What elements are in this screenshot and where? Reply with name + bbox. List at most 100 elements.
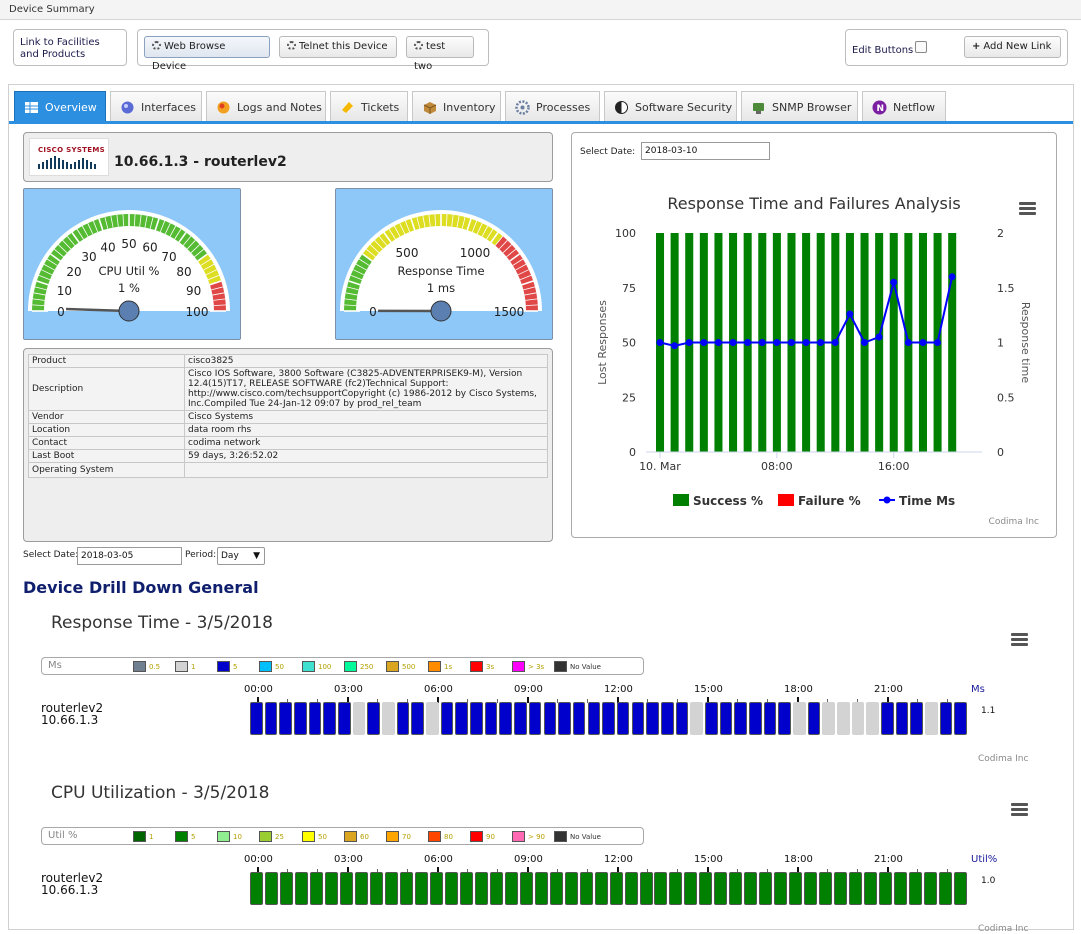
heatmap-cell[interactable] xyxy=(294,702,307,735)
heatmap-cell[interactable] xyxy=(426,702,439,735)
legend-swatch[interactable] xyxy=(175,661,188,672)
time-ms-point[interactable] xyxy=(715,339,722,346)
tab-tickets[interactable]: Tickets xyxy=(330,91,408,122)
tab-overview[interactable]: Overview xyxy=(14,91,106,122)
heatmap-cell[interactable] xyxy=(714,872,727,905)
heatmap-cell[interactable] xyxy=(367,702,380,735)
heatmap-cell[interactable] xyxy=(445,872,458,905)
time-ms-point[interactable] xyxy=(934,339,941,346)
heatmap-cell[interactable] xyxy=(505,872,518,905)
legend-swatch[interactable] xyxy=(344,661,357,672)
heatmap-cell[interactable] xyxy=(954,702,967,735)
heatmap-cell[interactable] xyxy=(514,702,527,735)
legend-swatch[interactable] xyxy=(259,831,272,842)
heatmap-cell[interactable] xyxy=(793,702,806,735)
heatmap-cell[interactable] xyxy=(808,702,821,735)
legend-swatch[interactable] xyxy=(386,831,399,842)
legend-swatch[interactable] xyxy=(470,831,483,842)
heatmap-cell[interactable] xyxy=(558,702,571,735)
telnet-button[interactable]: Telnet this Device xyxy=(279,36,397,58)
heatmap-cell[interactable] xyxy=(520,872,533,905)
heatmap-cell[interactable] xyxy=(617,702,630,735)
heatmap-cell[interactable] xyxy=(250,872,263,905)
time-ms-point[interactable] xyxy=(905,339,912,346)
time-ms-point[interactable] xyxy=(846,311,853,318)
heatmap-cell[interactable] xyxy=(595,872,608,905)
heatmap-cell[interactable] xyxy=(415,872,428,905)
legend-label[interactable]: Success % xyxy=(693,494,763,508)
time-ms-point[interactable] xyxy=(919,339,926,346)
legend-swatch[interactable] xyxy=(175,831,188,842)
heatmap-cell[interactable] xyxy=(580,872,593,905)
heatmap-cell[interactable] xyxy=(749,702,762,735)
heatmap-cell[interactable] xyxy=(602,702,615,735)
heatmap-cell[interactable] xyxy=(764,702,777,735)
heatmap-cell[interactable] xyxy=(485,702,498,735)
heatmap-cell[interactable] xyxy=(323,702,336,735)
time-ms-point[interactable] xyxy=(700,339,707,346)
heatmap-cell[interactable] xyxy=(397,702,410,735)
heatmap-cell[interactable] xyxy=(684,872,697,905)
legend-swatch[interactable] xyxy=(673,494,689,506)
heatmap-cell[interactable] xyxy=(852,702,865,735)
legend-swatch[interactable] xyxy=(386,661,399,672)
legend-swatch[interactable] xyxy=(217,831,230,842)
heatmap-cell[interactable] xyxy=(338,702,351,735)
heatmap-cell[interactable] xyxy=(529,702,542,735)
heatmap-cell[interactable] xyxy=(325,872,338,905)
chart-menu-icon[interactable] xyxy=(1011,803,1028,816)
heatmap-cell[interactable] xyxy=(565,872,578,905)
test-two-button[interactable]: test two xyxy=(406,36,474,58)
tab-interfaces[interactable]: Interfaces xyxy=(110,91,202,122)
heatmap-cell[interactable] xyxy=(654,872,667,905)
heatmap-cell[interactable] xyxy=(550,872,563,905)
heatmap-cell[interactable] xyxy=(705,702,718,735)
heatmap-cell[interactable] xyxy=(924,872,937,905)
heatmap-cell[interactable] xyxy=(310,872,323,905)
heatmap-cell[interactable] xyxy=(295,872,308,905)
time-ms-point[interactable] xyxy=(832,339,839,346)
heatmap-cell[interactable] xyxy=(881,702,894,735)
heatmap-cell[interactable] xyxy=(535,872,548,905)
heatmap-cell[interactable] xyxy=(355,872,368,905)
heatmap-cell[interactable] xyxy=(789,872,802,905)
heatmap-cell[interactable] xyxy=(774,872,787,905)
heatmap-cell[interactable] xyxy=(455,702,468,735)
facilities-link[interactable]: Link to Facilities and Products xyxy=(20,37,110,61)
heatmap-cell[interactable] xyxy=(499,702,512,735)
heatmap-cell[interactable] xyxy=(588,702,601,735)
heatmap-cell[interactable] xyxy=(866,702,879,735)
heatmap-cell[interactable] xyxy=(460,872,473,905)
success-bar[interactable] xyxy=(948,233,956,452)
legend-swatch[interactable] xyxy=(302,661,315,672)
legend-swatch[interactable] xyxy=(470,661,483,672)
time-ms-point[interactable] xyxy=(759,339,766,346)
edit-buttons-checkbox[interactable] xyxy=(915,41,927,53)
heatmap-cell[interactable] xyxy=(729,872,742,905)
heatmap-cell[interactable] xyxy=(690,702,703,735)
time-ms-point[interactable] xyxy=(671,342,678,349)
select-date-input[interactable]: 2018-03-05 xyxy=(77,547,182,565)
heatmap-cell[interactable] xyxy=(280,872,293,905)
web-browse-button[interactable]: Web Browse Device xyxy=(144,36,270,58)
time-ms-point[interactable] xyxy=(949,273,956,280)
heatmap-cell[interactable] xyxy=(819,872,832,905)
heatmap-cell[interactable] xyxy=(340,872,353,905)
success-bar[interactable] xyxy=(890,233,898,452)
legend-swatch[interactable] xyxy=(554,831,567,842)
tab-snmp-browser[interactable]: SNMP Browser xyxy=(741,91,858,122)
heatmap-cell[interactable] xyxy=(864,872,877,905)
heatmap-cell[interactable] xyxy=(910,702,923,735)
heatmap-cell[interactable] xyxy=(822,702,835,735)
time-ms-point[interactable] xyxy=(861,339,868,346)
heatmap-cell[interactable] xyxy=(370,872,383,905)
heatmap-cell[interactable] xyxy=(250,702,263,735)
heatmap-cell[interactable] xyxy=(265,702,278,735)
heatmap-cell[interactable] xyxy=(470,702,483,735)
heatmap-cell[interactable] xyxy=(353,702,366,735)
legend-swatch[interactable] xyxy=(428,661,441,672)
heatmap-cell[interactable] xyxy=(849,872,862,905)
heatmap-cell[interactable] xyxy=(834,872,847,905)
heatmap-cell[interactable] xyxy=(640,872,653,905)
legend-swatch[interactable] xyxy=(217,661,230,672)
